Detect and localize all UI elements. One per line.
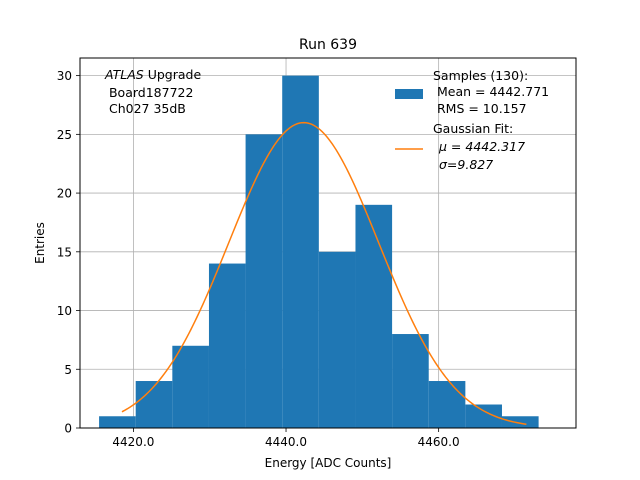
histogram-bar [282, 75, 319, 428]
board-label: Board187722 [105, 85, 193, 100]
histogram-bar [355, 204, 393, 428]
legend-fit-title: Gaussian Fit: [433, 121, 513, 136]
y-axis-label: Entries [33, 222, 47, 264]
y-tick-label: 20 [57, 187, 72, 201]
legend-samples-mean: Mean = 4442.771 [433, 84, 549, 99]
channel-label: Ch027 35dB [105, 101, 186, 116]
histogram-bars [99, 75, 539, 428]
y-tick-label: 10 [57, 304, 72, 318]
gaussian-fit-curve [121, 121, 527, 426]
legend-fit-mu: μ = 4442.317 [438, 139, 525, 154]
atlas-annotation: ATLAS Upgrade Board187722 Ch027 35dB [104, 67, 201, 116]
legend-samples-title: Samples (130): [433, 68, 528, 83]
svg-text:ATLAS Upgrade: ATLAS Upgrade [104, 67, 201, 82]
histogram-bar [465, 404, 502, 428]
histogram-bar [428, 381, 466, 428]
y-tick-label: 25 [57, 128, 72, 142]
x-ticks: 4420.0 4440.0 4460.0 [112, 428, 460, 449]
atlas-label: ATLAS [104, 67, 144, 82]
legend-samples-swatch [395, 89, 423, 99]
y-tick-label: 0 [64, 422, 72, 436]
x-tick-label: 4420.0 [112, 435, 154, 449]
y-ticks: 0 5 10 15 20 25 30 [57, 69, 80, 436]
x-axis-label: Energy [ADC Counts] [265, 456, 392, 470]
histogram-bar [135, 381, 173, 428]
histogram-bar [392, 334, 429, 428]
upgrade-label: Upgrade [144, 67, 202, 82]
legend-samples-rms: RMS = 10.157 [433, 101, 527, 116]
histogram-bar [245, 134, 283, 428]
histogram-bar [318, 251, 356, 428]
legend-fit-sigma: σ=9.827 [439, 157, 493, 172]
legend: Samples (130): Mean = 4442.771 RMS = 10.… [395, 68, 549, 172]
x-tick-label: 4440.0 [265, 435, 307, 449]
y-tick-label: 5 [64, 363, 72, 377]
y-tick-label: 30 [57, 69, 72, 83]
gaussian-fit [121, 121, 527, 426]
histogram-bar [99, 416, 136, 428]
x-tick-label: 4460.0 [418, 435, 460, 449]
histogram-bar [501, 416, 539, 428]
y-tick-label: 15 [57, 245, 72, 259]
histogram-bar [208, 263, 246, 428]
histogram-bar [172, 345, 209, 428]
chart-title: Run 639 [299, 37, 357, 53]
plot-frame [79, 57, 577, 429]
